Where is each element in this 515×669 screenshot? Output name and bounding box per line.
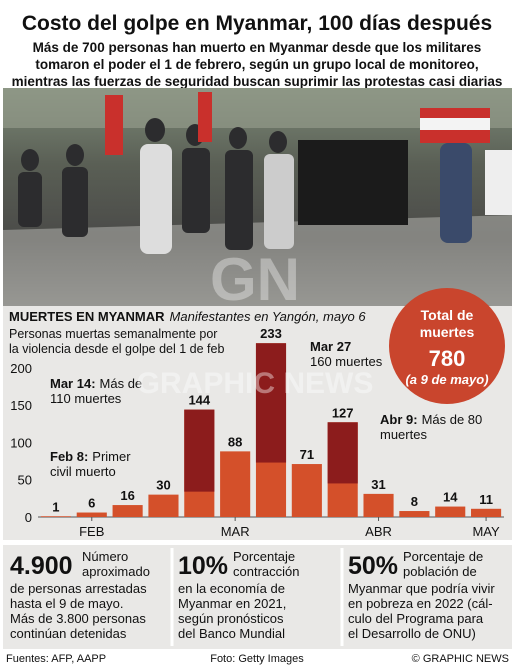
y-tick-label: 200 [10,361,32,376]
stat-body: hasta el 9 de mayo. [10,596,123,611]
stat-body: culo del Programa para [348,611,484,626]
stats-panel [3,545,512,649]
photo-credit: Foto: Getty Images [210,653,304,665]
annotation-text: muertes [380,427,427,442]
annotation-bold: Mar 14: [50,376,96,391]
value-label: 31 [371,477,385,492]
x-tick-label: MAR [221,524,250,539]
value-label: 233 [260,326,282,341]
stat-body: del Banco Mundial [178,626,285,641]
total-badge: Total de muertes 780 (a 9 de mayo) [389,288,505,404]
value-label: 8 [411,494,418,509]
stat-body: de personas arrestadas [10,581,147,596]
photo-caption: Manifestantes en Yangón, mayo 6 [170,309,367,324]
credit: © GRAPHIC NEWS [412,653,509,665]
stat-side: Número [82,549,128,564]
value-label: 11 [479,492,493,507]
stat-body: Más de 3.800 personas [10,611,146,626]
annotation-bold: Feb 8: [50,449,88,464]
bar [76,512,107,517]
stat-figure: 50% [348,552,398,580]
watermark-text: GRAPHIC NEWS [137,367,374,400]
annotation: Abr 9: Más de 80 muertes [380,412,482,442]
bar [112,505,143,517]
annotation-bold: Mar 27 [310,339,351,354]
value-label: 1 [52,499,59,514]
annotation-text: 160 muertes [310,354,383,369]
total-note: (a 9 de mayo) [405,372,488,387]
value-label: 144 [188,393,210,408]
y-tick-label: 150 [10,398,32,413]
value-label: 88 [228,434,242,449]
annotation-text: Primer [92,449,131,464]
value-label: 14 [443,490,458,505]
stat-body: continúan detenidas [10,626,127,641]
title: Costo del golpe en Myanmar, 100 días des… [22,12,492,35]
annotation: Mar 27 160 muertes [310,339,383,369]
value-label: 6 [88,496,95,511]
stat-body: Myanmar que podría vivir [348,581,495,596]
photo [3,88,512,306]
highlight-bar [184,409,215,492]
stat-body: en la economía de [178,581,285,596]
subtitle-line: tomaron el poder el 1 de febrero, según … [35,57,478,72]
total-line: Total de [421,307,474,323]
annotation-text: civil muerto [50,464,116,479]
y-tick-label: 100 [10,435,32,450]
bar [40,516,71,517]
bar [363,493,394,517]
annotation-bold: Abr 9: [380,412,418,427]
stat-side: Porcentaje [233,549,295,564]
bar [220,451,251,517]
total-label: Total de muertes [420,307,475,340]
stat-body: Myanmar en 2021, [178,596,286,611]
value-label: 30 [156,478,170,493]
stat-body: según pronósticos [178,611,284,626]
subtitle: Más de 700 personas han muerto en Myanma… [12,40,503,89]
highlight-bar [255,343,287,463]
stat-figure: 4.900 [10,552,73,580]
annotation: Feb 8: Primer civil muerto [50,449,131,479]
stat-side: aproximado [82,564,150,579]
x-tick-label: FEB [79,524,104,539]
value-label: 71 [300,447,314,462]
annotation-text: Más de 80 [422,412,483,427]
watermark-logo: GN [210,246,300,313]
annotation-text: Más de [100,376,143,391]
stat-figure: 10% [178,552,228,580]
total-line: muertes [420,324,475,340]
chart-subtitle: Personas muertas semanalmente por [9,327,217,341]
bar [291,464,322,517]
bar [471,508,502,517]
value-label: 16 [120,488,134,503]
sources: Fuentes: AFP, AAPP [6,653,106,665]
highlight-bar [327,422,358,484]
subtitle-line: Más de 700 personas han muerto en Myanma… [33,40,482,55]
y-tick-label: 50 [18,473,32,488]
annotation: Mar 14: Más de 110 muertes [50,376,142,406]
stat-body: en pobreza en 2022 (cál- [348,596,493,611]
chart-heading: MUERTES EN MYANMAR Manifestantes en Yangó… [9,309,366,324]
subtitle-line: mientras las fuerzas de seguridad buscan… [12,74,503,89]
stat-side: población de [403,564,477,579]
bar [148,494,179,517]
x-tick-label: ABR [365,524,392,539]
bar [399,511,430,517]
x-tick-label: MAY [472,524,500,539]
total-value: 780 [429,346,466,371]
stat-side: contracción [233,564,299,579]
annotation-text: 110 muertes [50,391,122,406]
chart-title: MUERTES EN MYANMAR [9,309,165,324]
chart-subtitle: la violencia desde el golpe del 1 de feb [9,342,224,356]
value-label: 127 [332,405,354,420]
stat-side: Porcentaje de [403,549,483,564]
stat-body: el Desarrollo de ONU) [348,626,476,641]
y-tick-label: 0 [25,510,32,525]
bar [435,506,466,517]
